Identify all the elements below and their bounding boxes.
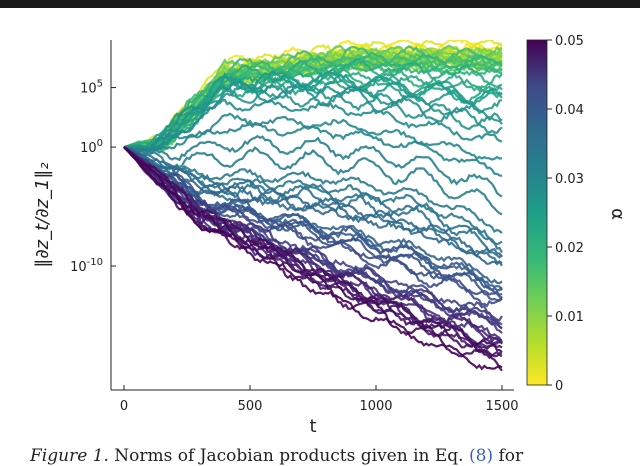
series-line xyxy=(123,80,503,151)
series-line xyxy=(123,146,503,234)
x-tick-label: 0 xyxy=(120,399,128,414)
series-line xyxy=(123,146,503,326)
colorbar-label: α xyxy=(607,208,628,220)
jacobian-norm-chart: 0 500 1000 1500 10-10 100 105 t ‖∂z_t/∂z_1‖₂ 0 0.… xyxy=(32,34,628,437)
colorbar: 0 0.01 0.02 0.03 0.04 0.05 α xyxy=(526,34,628,394)
series-line xyxy=(123,146,503,216)
series-line xyxy=(124,83,503,150)
axes: 0 500 1000 1500 10-10 100 105 t ‖∂z_t/∂z_1‖₂ xyxy=(32,40,519,437)
series-line xyxy=(123,146,503,334)
series-line xyxy=(123,146,503,371)
series-line xyxy=(123,146,503,266)
series-line xyxy=(123,98,503,152)
colorbar-tick-label: 0.01 xyxy=(555,310,584,325)
colorbar-tick-label: 0.02 xyxy=(555,241,584,256)
colorbar-tick-label: 0.05 xyxy=(555,34,584,49)
series-line xyxy=(123,69,503,150)
series-line xyxy=(123,134,503,198)
x-axis-label: t xyxy=(309,416,316,437)
caption-prefix: Figure 1. xyxy=(30,446,109,466)
y-axis-label: ‖∂z_t/∂z_1‖₂ xyxy=(32,162,53,267)
caption-suffix: for xyxy=(493,446,524,466)
x-tick-label: 1500 xyxy=(485,399,518,414)
series-line xyxy=(123,146,503,253)
series-line xyxy=(123,146,503,259)
colorbar-tick-label: 0.03 xyxy=(555,172,584,187)
series-line xyxy=(123,146,503,354)
series-line xyxy=(124,51,503,149)
x-tick-label: 500 xyxy=(238,399,263,414)
equation-ref-link[interactable]: (8) xyxy=(469,446,494,466)
y-tick-label: 105 xyxy=(80,79,103,97)
plot-area xyxy=(123,40,503,372)
colorbar-tick-label: 0.04 xyxy=(555,103,584,118)
y-tick-label: 10-10 xyxy=(70,257,103,275)
series-line xyxy=(123,146,503,292)
top-border xyxy=(0,0,640,8)
series-line xyxy=(123,121,503,178)
y-tick-label: 100 xyxy=(80,138,103,156)
caption-text: Norms of Jacobian products given in Eq. xyxy=(108,446,469,466)
colorbar-gradient xyxy=(526,39,548,386)
figure-caption: Figure 1. Norms of Jacobian products giv… xyxy=(30,446,630,466)
x-tick-label: 1000 xyxy=(359,399,392,414)
colorbar-tick-label: 0 xyxy=(555,379,563,394)
